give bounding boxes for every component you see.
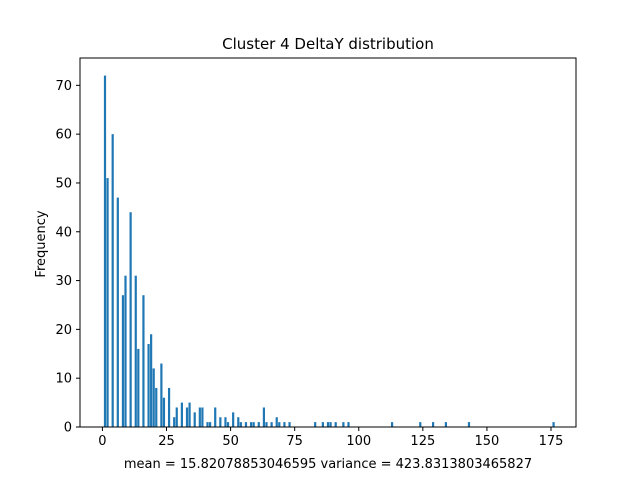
histogram-bar [232, 412, 235, 427]
x-tick-label: 75 [286, 434, 303, 449]
histogram-bar [198, 407, 201, 427]
histogram-bar [106, 178, 109, 427]
histogram-bar [201, 407, 204, 427]
histogram-bar [185, 407, 189, 427]
histogram-bar [162, 397, 166, 427]
histogram-bar [326, 422, 330, 427]
y-tick-label: 70 [55, 79, 72, 94]
histogram-bar [224, 417, 227, 427]
histogram-bar [334, 422, 337, 427]
histogram-bar [137, 348, 140, 427]
histogram-bar [257, 422, 260, 427]
histogram-bar [124, 275, 127, 427]
x-tick-label: 0 [98, 434, 106, 449]
x-tick-label: 175 [539, 434, 564, 449]
x-tick-label: 100 [346, 434, 371, 449]
histogram-bar [342, 422, 345, 427]
histogram-bar [160, 363, 163, 427]
histogram-bar [152, 368, 155, 427]
histogram-bar [432, 422, 435, 427]
histogram-bar [103, 75, 107, 427]
histogram-bar [237, 417, 240, 427]
bars-group [103, 75, 555, 427]
x-tick-label: 150 [475, 434, 500, 449]
y-tick-label: 30 [55, 274, 72, 289]
histogram-bar [129, 212, 132, 427]
histogram-bar [250, 422, 253, 427]
histogram-bar [347, 422, 350, 427]
y-tick-label: 40 [55, 225, 72, 240]
histogram-bar [419, 422, 422, 427]
histogram-bar [173, 417, 176, 427]
histogram-bar [150, 334, 153, 427]
y-axis-ticks: 0 10 20 30 40 50 60 70 [55, 79, 80, 436]
y-axis-label: Frequency [34, 210, 49, 277]
x-axis-ticks: 0 25 50 75 100 125 150 175 [98, 427, 563, 449]
histogram-bar [147, 344, 150, 427]
histogram-bar [467, 422, 471, 427]
histogram-bar [226, 422, 230, 427]
y-tick-label: 20 [55, 323, 72, 338]
histogram-bar [111, 134, 114, 427]
y-tick-label: 0 [64, 421, 72, 436]
histogram-bar [188, 402, 191, 427]
histogram-bar [275, 417, 278, 427]
y-tick-label: 60 [55, 128, 72, 143]
histogram-bar [206, 422, 209, 427]
x-tick-label: 125 [410, 434, 435, 449]
histogram-bar [219, 417, 222, 427]
histogram-bar [116, 197, 119, 427]
histogram-bar [265, 422, 268, 427]
histogram-bar [239, 422, 242, 427]
histogram-bar [134, 275, 137, 427]
histogram-bar [270, 422, 273, 427]
histogram-bar [552, 422, 555, 427]
histogram-bar [252, 422, 255, 427]
plot-frame [79, 57, 577, 428]
histogram-bar [142, 295, 145, 427]
histogram-bar [180, 402, 183, 427]
y-tick-label: 10 [55, 372, 72, 387]
histogram-bar [208, 422, 212, 427]
x-tick-label: 50 [222, 434, 239, 449]
histogram-bar [167, 387, 171, 427]
histogram-bar [175, 407, 178, 427]
histogram-bar [283, 422, 286, 427]
chart-title: Cluster 4 DeltaY distribution [222, 35, 434, 53]
histogram-bar [278, 422, 281, 427]
histogram-bar [262, 407, 266, 427]
histogram-bar [321, 422, 324, 427]
histogram-bar [390, 422, 394, 427]
histogram-bar [155, 387, 158, 427]
x-tick-label: 25 [158, 434, 175, 449]
histogram-bar [288, 422, 291, 427]
histogram-bar [314, 422, 317, 427]
histogram-bar [329, 422, 332, 427]
y-tick-label: 50 [55, 176, 72, 191]
histogram-bar [444, 422, 448, 427]
x-axis-label: mean = 15.82078853046595 variance = 423.… [124, 457, 532, 472]
histogram-bar [244, 422, 248, 427]
histogram-bar [214, 407, 217, 427]
histogram-bar [193, 412, 196, 427]
histogram-bar [121, 295, 125, 427]
